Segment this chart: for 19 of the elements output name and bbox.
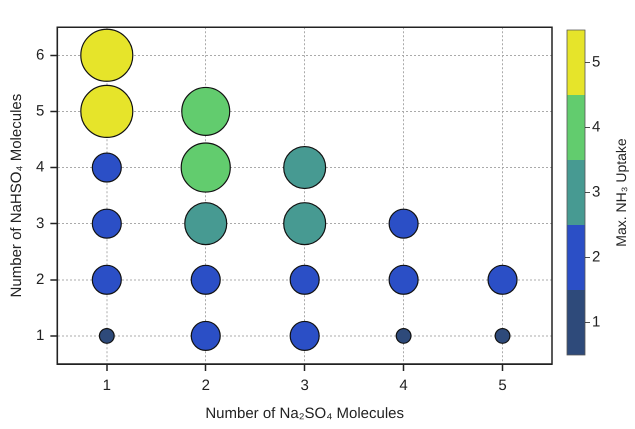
y-tick-label: 4 bbox=[36, 158, 44, 176]
y-tick-label: 6 bbox=[36, 46, 44, 64]
y-tick-label: 3 bbox=[36, 214, 44, 232]
color-bar-label: 2 bbox=[592, 248, 600, 266]
y-tick-label: 1 bbox=[36, 327, 44, 344]
color-bar-label: 1 bbox=[592, 314, 600, 331]
color-bar-label: 5 bbox=[592, 54, 600, 71]
x-tick-label: 2 bbox=[202, 377, 210, 394]
color-bar-title: Max. NH₃ Uptake bbox=[612, 138, 629, 247]
x-tick-label: 4 bbox=[399, 377, 408, 394]
y-tick-label: 2 bbox=[36, 270, 44, 288]
y-tick-label: 5 bbox=[36, 102, 44, 120]
x-tick-label: 5 bbox=[498, 377, 507, 394]
x-tick-label: 1 bbox=[102, 377, 111, 394]
y-axis-title: Number of NaHSO₄ Molecules bbox=[8, 94, 26, 298]
color-bar-label: 3 bbox=[592, 184, 600, 201]
color-bar-label: 4 bbox=[592, 118, 600, 136]
x-tick-label: 3 bbox=[300, 377, 309, 394]
x-axis-title: Number of Na₂SO₄ Molecules bbox=[205, 405, 404, 422]
